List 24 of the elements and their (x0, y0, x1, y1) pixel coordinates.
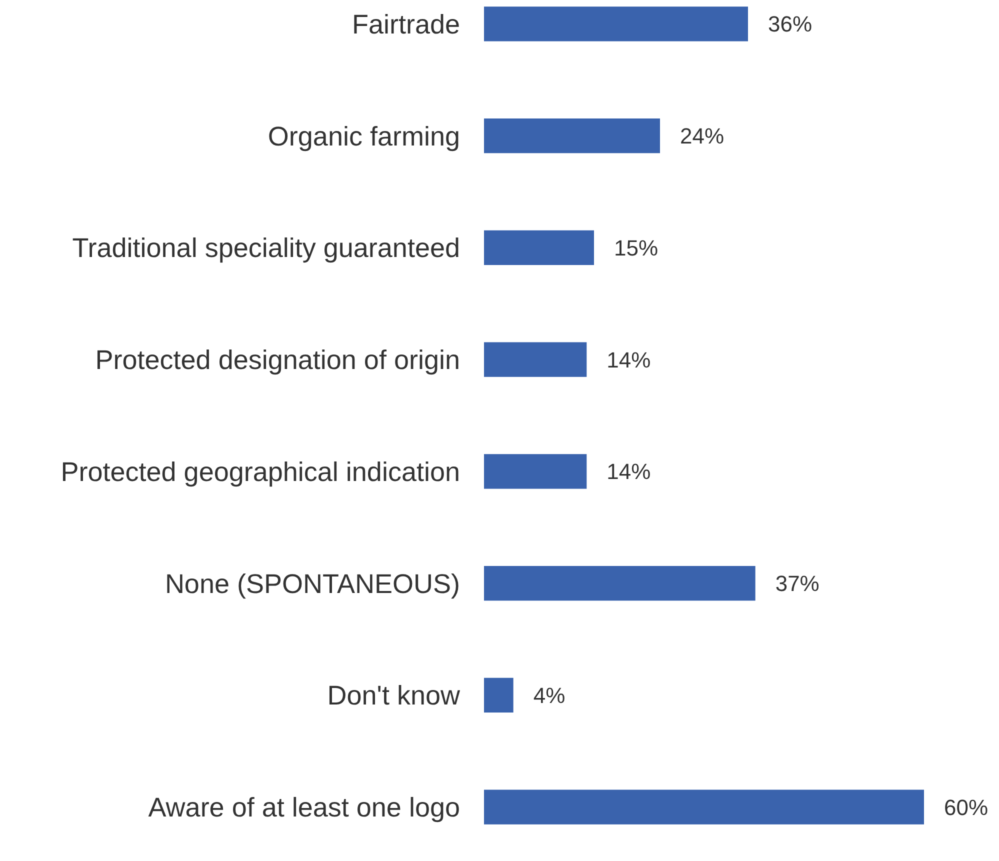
data-label: 36% (768, 12, 812, 37)
data-label: 24% (680, 124, 724, 149)
y-tick-label: Aware of at least one logo (148, 792, 460, 823)
y-tick-label: Organic farming (268, 121, 460, 152)
data-label: 4% (533, 682, 566, 708)
data-label: 37% (775, 571, 820, 596)
bar (484, 678, 514, 713)
y-tick-label: Protected geographical indication (60, 456, 460, 487)
data-label: 14% (606, 459, 651, 484)
bar (484, 790, 924, 824)
bar (484, 6, 748, 42)
y-tick-label: Fairtrade (352, 9, 460, 40)
data-label: 14% (606, 347, 651, 372)
data-label: 15% (614, 235, 658, 260)
y-tick-label: Traditional speciality guaranteed (72, 233, 460, 264)
bar (484, 566, 756, 601)
bar (484, 454, 587, 489)
bar (484, 230, 594, 266)
data-label: 60% (944, 794, 988, 820)
bar (484, 342, 587, 377)
bar (484, 118, 660, 154)
y-tick-label: Don't know (327, 680, 460, 711)
y-tick-label: None (SPONTANEOUS) (164, 568, 460, 599)
y-tick-label: Protected designation of origin (95, 345, 460, 376)
